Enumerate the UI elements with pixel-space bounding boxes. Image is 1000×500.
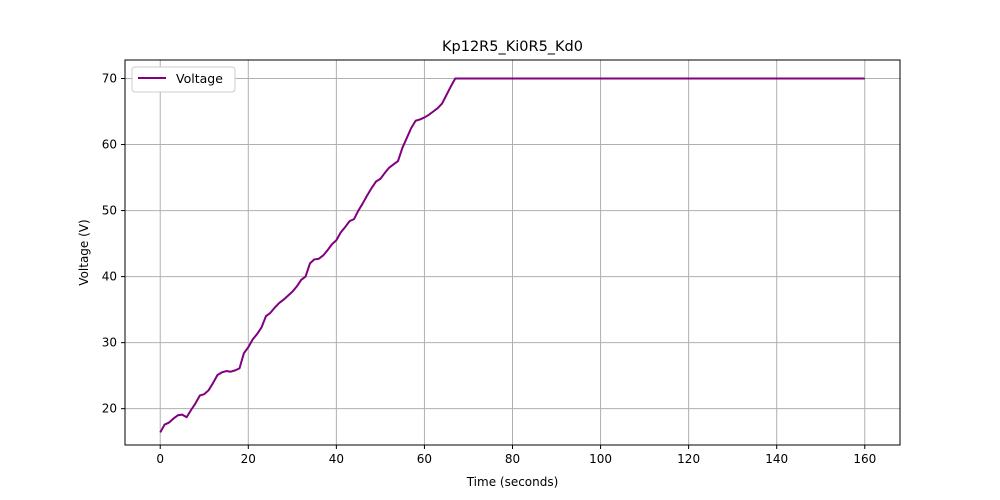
x-tick-label: 80 [505, 452, 520, 466]
x-tick-label: 60 [417, 452, 432, 466]
x-tick-label: 160 [853, 452, 876, 466]
ticks: 0 20 40 60 80 100 120 140 160 20 30 40 50 60 70 [102, 71, 877, 466]
y-tick-label: 30 [102, 336, 117, 350]
y-tick-label: 50 [102, 204, 117, 218]
legend-label-voltage: Voltage [176, 71, 223, 86]
x-tick-label: 40 [329, 452, 344, 466]
series-layer [159, 77, 865, 433]
y-axis-label: Voltage (V) [77, 219, 91, 285]
x-tick-label: 120 [677, 452, 700, 466]
chart-title: Kp12R5_Ki0R5_Kd0 [442, 39, 583, 55]
series-line-voltage [159, 77, 865, 433]
x-tick-label: 0 [156, 452, 164, 466]
y-tick-label: 60 [102, 138, 117, 152]
y-tick-label: 40 [102, 270, 117, 284]
x-tick-label: 140 [765, 452, 788, 466]
legend: Voltage [131, 66, 236, 93]
legend-box [131, 66, 236, 93]
y-tick-label: 20 [102, 402, 117, 416]
x-tick-label: 100 [589, 452, 612, 466]
x-axis-label: Time (seconds) [466, 475, 559, 489]
x-tick-label: 20 [241, 452, 256, 466]
y-tick-label: 70 [102, 71, 117, 85]
